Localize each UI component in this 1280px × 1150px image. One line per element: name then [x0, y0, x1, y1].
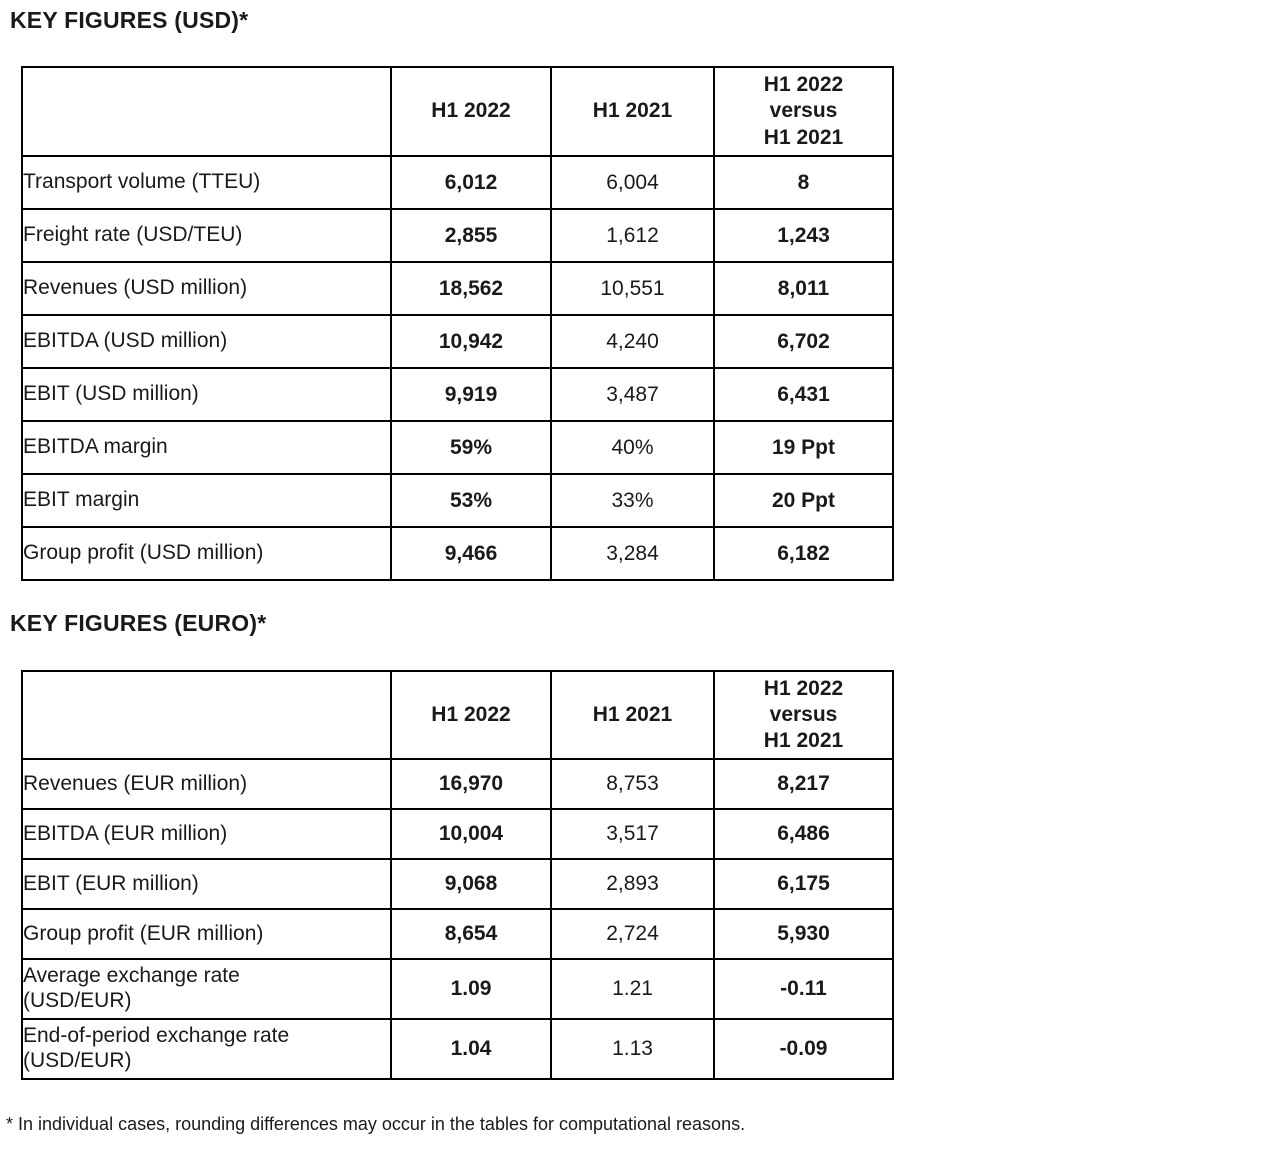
row-label: EBITDA margin [21, 420, 392, 475]
value-h1-2021: 4,240 [550, 314, 715, 369]
usd-header-h1-2021: H1 2021 [550, 66, 715, 157]
value-h1-2021: 10,551 [550, 261, 715, 316]
value-h1-2021: 2,893 [550, 858, 715, 910]
table-row: EBITDA margin 59% 40% 19 Ppt [21, 420, 894, 475]
row-label: Transport volume (TTEU) [21, 155, 392, 210]
value-delta: 8,217 [713, 758, 894, 810]
value-h1-2021: 6,004 [550, 155, 715, 210]
row-label: Average exchange rate (USD/EUR) [21, 958, 392, 1020]
row-label: Group profit (EUR million) [21, 908, 392, 960]
euro-header-versus: H1 2022 versus H1 2021 [713, 670, 894, 760]
value-delta: 1,243 [713, 208, 894, 263]
value-h1-2021: 3,487 [550, 367, 715, 422]
table-row: EBIT (EUR million) 9,068 2,893 6,175 [21, 858, 894, 910]
euro-section-title: KEY FIGURES (EURO)* [10, 610, 267, 636]
row-label: EBIT (EUR million) [21, 858, 392, 910]
value-delta: 8 [713, 155, 894, 210]
table-row: Freight rate (USD/TEU) 2,855 1,612 1,243 [21, 208, 894, 263]
value-h1-2022: 6,012 [390, 155, 552, 210]
row-label: EBIT (USD million) [21, 367, 392, 422]
usd-header-h1-2022: H1 2022 [390, 66, 552, 157]
value-h1-2022: 53% [390, 473, 552, 528]
value-h1-2022: 10,942 [390, 314, 552, 369]
table-row: Group profit (USD million) 9,466 3,284 6… [21, 526, 894, 581]
value-h1-2021: 40% [550, 420, 715, 475]
row-label: EBITDA (USD million) [21, 314, 392, 369]
value-delta: 6,182 [713, 526, 894, 581]
table-row: Average exchange rate (USD/EUR) 1.09 1.2… [21, 958, 894, 1020]
rounding-footnote: * In individual cases, rounding differen… [6, 1114, 746, 1134]
row-label: Revenues (USD million) [21, 261, 392, 316]
row-label: Freight rate (USD/TEU) [21, 208, 392, 263]
usd-header-row: H1 2022 H1 2021 H1 2022 versus H1 2021 [21, 66, 894, 157]
value-delta: 19 Ppt [713, 420, 894, 475]
value-h1-2021: 1.21 [550, 958, 715, 1020]
table-row: Revenues (EUR million) 16,970 8,753 8,21… [21, 758, 894, 810]
value-h1-2022: 59% [390, 420, 552, 475]
value-delta: -0.09 [713, 1018, 894, 1080]
value-delta: -0.11 [713, 958, 894, 1020]
usd-section-title: KEY FIGURES (USD)* [10, 7, 249, 33]
key-figures-usd-table: H1 2022 H1 2021 H1 2022 versus H1 2021 T… [21, 66, 894, 581]
value-delta: 8,011 [713, 261, 894, 316]
euro-corner-cell [21, 670, 392, 760]
row-label: EBIT margin [21, 473, 392, 528]
value-delta: 20 Ppt [713, 473, 894, 528]
value-h1-2021: 8,753 [550, 758, 715, 810]
value-h1-2021: 3,517 [550, 808, 715, 860]
value-h1-2022: 9,068 [390, 858, 552, 910]
value-delta: 6,175 [713, 858, 894, 910]
value-h1-2021: 33% [550, 473, 715, 528]
row-label: Revenues (EUR million) [21, 758, 392, 810]
value-h1-2022: 1.04 [390, 1018, 552, 1080]
table-row: EBITDA (USD million) 10,942 4,240 6,702 [21, 314, 894, 369]
value-h1-2021: 2,724 [550, 908, 715, 960]
value-delta: 5,930 [713, 908, 894, 960]
row-label: Group profit (USD million) [21, 526, 392, 581]
table-row: Group profit (EUR million) 8,654 2,724 5… [21, 908, 894, 960]
value-h1-2022: 2,855 [390, 208, 552, 263]
value-h1-2022: 9,919 [390, 367, 552, 422]
value-h1-2022: 1.09 [390, 958, 552, 1020]
table-row: EBIT (USD million) 9,919 3,487 6,431 [21, 367, 894, 422]
value-h1-2022: 9,466 [390, 526, 552, 581]
value-h1-2022: 18,562 [390, 261, 552, 316]
value-h1-2022: 10,004 [390, 808, 552, 860]
table-row: End-of-period exchange rate (USD/EUR) 1.… [21, 1018, 894, 1080]
table-row: Transport volume (TTEU) 6,012 6,004 8 [21, 155, 894, 210]
row-label: End-of-period exchange rate (USD/EUR) [21, 1018, 392, 1080]
usd-corner-cell [21, 66, 392, 157]
key-figures-euro-table: H1 2022 H1 2021 H1 2022 versus H1 2021 R… [21, 670, 894, 1080]
table-row: EBIT margin 53% 33% 20 Ppt [21, 473, 894, 528]
usd-header-versus: H1 2022 versus H1 2021 [713, 66, 894, 157]
euro-header-h1-2022: H1 2022 [390, 670, 552, 760]
table-row: EBITDA (EUR million) 10,004 3,517 6,486 [21, 808, 894, 860]
value-h1-2021: 1.13 [550, 1018, 715, 1080]
euro-header-h1-2021: H1 2021 [550, 670, 715, 760]
value-h1-2022: 16,970 [390, 758, 552, 810]
value-delta: 6,486 [713, 808, 894, 860]
table-row: Revenues (USD million) 18,562 10,551 8,0… [21, 261, 894, 316]
row-label: EBITDA (EUR million) [21, 808, 392, 860]
value-h1-2022: 8,654 [390, 908, 552, 960]
value-h1-2021: 1,612 [550, 208, 715, 263]
euro-header-row: H1 2022 H1 2021 H1 2022 versus H1 2021 [21, 670, 894, 760]
value-delta: 6,702 [713, 314, 894, 369]
value-delta: 6,431 [713, 367, 894, 422]
value-h1-2021: 3,284 [550, 526, 715, 581]
